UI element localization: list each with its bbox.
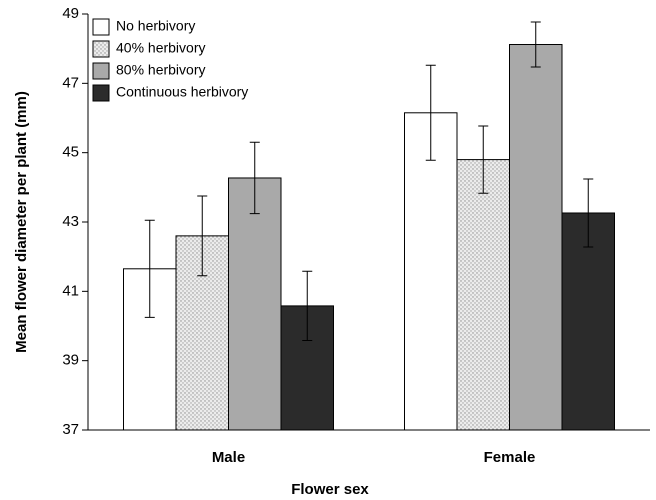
legend-label: 80% herbivory — [116, 62, 206, 78]
bar — [561, 212, 615, 431]
bar — [228, 177, 282, 431]
error-bar — [583, 178, 594, 248]
y-tick-label: 41 — [62, 282, 79, 299]
y-tick-label: 43 — [62, 213, 79, 230]
x-axis-label: Flower sex — [291, 481, 369, 498]
error-bar — [249, 141, 260, 215]
bar — [456, 159, 510, 431]
y-tick-label: 37 — [62, 421, 79, 438]
legend-swatch — [92, 18, 110, 36]
legend-swatch — [92, 62, 110, 80]
error-bar — [530, 21, 541, 68]
legend-swatch — [92, 40, 110, 58]
error-bar — [478, 125, 489, 194]
error-bar — [197, 195, 208, 277]
y-tick-label: 39 — [62, 352, 79, 369]
y-tick-label: 47 — [62, 74, 79, 91]
legend-label: 40% herbivory — [116, 40, 206, 56]
x-tick-label: Male — [212, 449, 245, 466]
error-bar — [144, 219, 155, 318]
error-bar — [302, 270, 313, 342]
y-tick-label: 45 — [62, 144, 79, 161]
y-axis-label: Mean flower diameter per plant (mm) — [13, 91, 30, 353]
bar — [404, 112, 458, 431]
legend-label: No herbivory — [116, 18, 195, 34]
x-tick-label: Female — [484, 449, 536, 466]
legend-swatch — [92, 84, 110, 102]
legend-label: Continuous herbivory — [116, 84, 248, 100]
error-bar — [425, 64, 436, 161]
bar — [509, 44, 563, 431]
y-tick-label: 49 — [62, 5, 79, 22]
